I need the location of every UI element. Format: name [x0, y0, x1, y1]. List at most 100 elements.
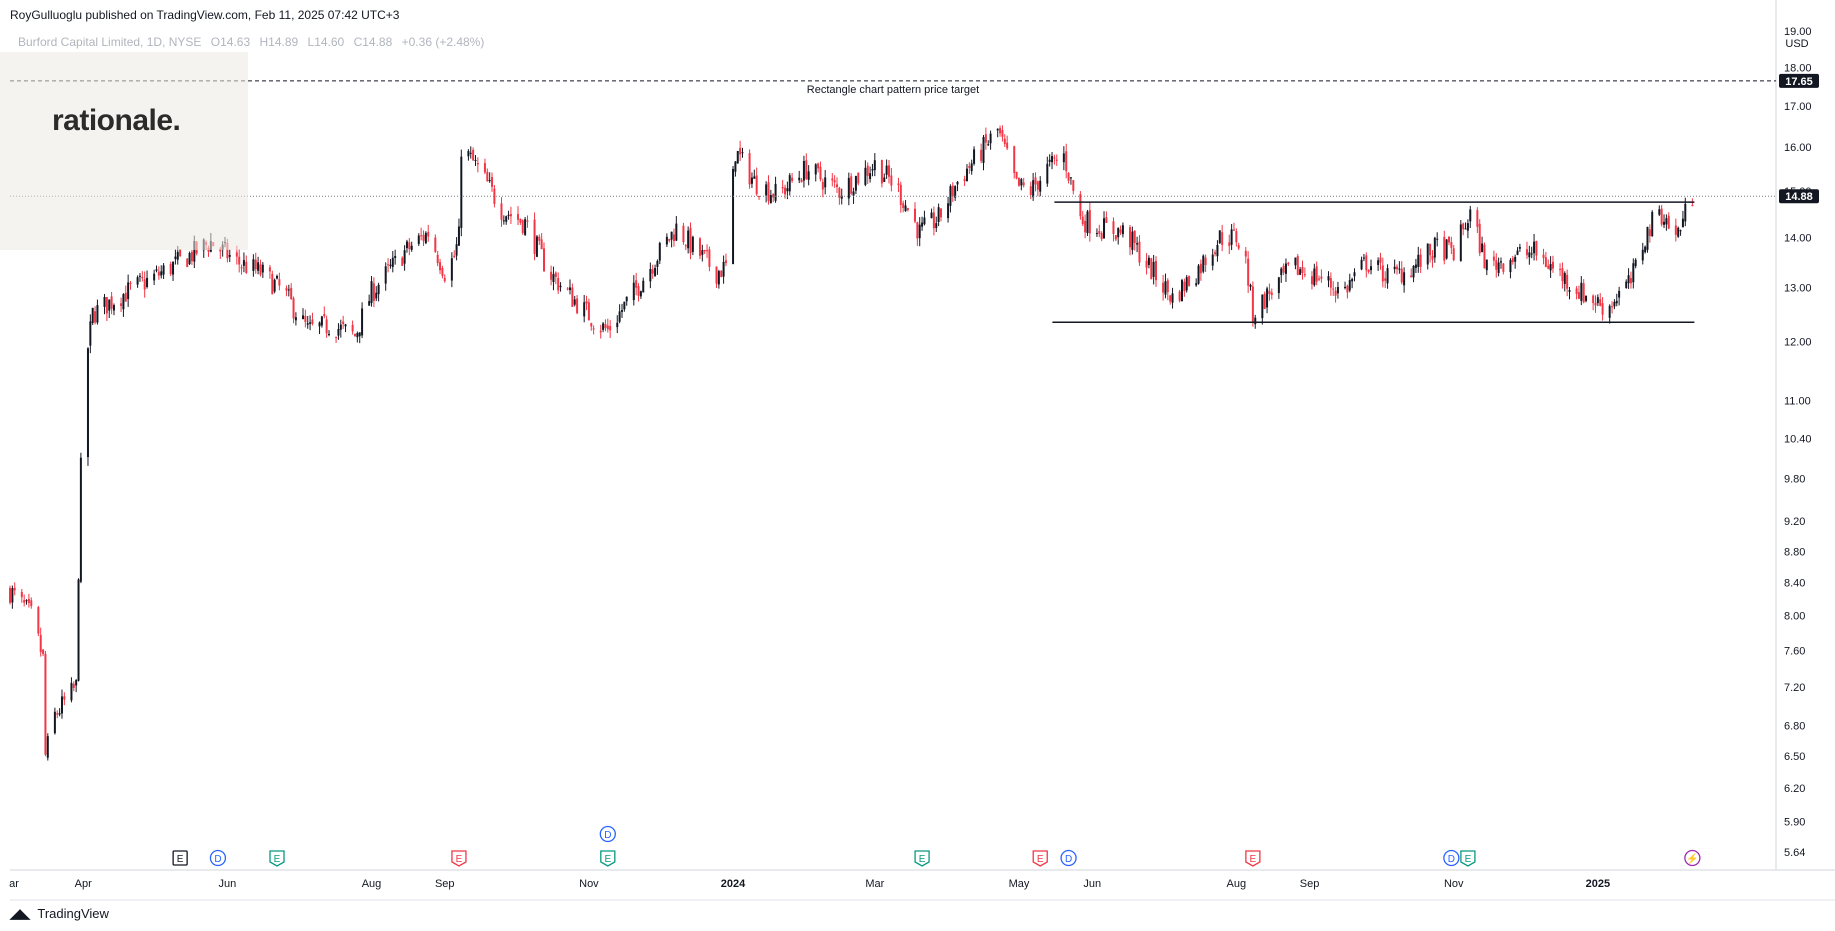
- event-marker[interactable]: D: [209, 849, 227, 867]
- candle-body: [1592, 295, 1595, 304]
- candle-body: [75, 679, 78, 686]
- candle-body: [649, 269, 652, 282]
- x-tick-label: Nov: [579, 878, 599, 890]
- candle-body: [27, 598, 30, 603]
- candle-body: [39, 634, 42, 653]
- event-marker[interactable]: E: [1460, 850, 1476, 867]
- event-marker[interactable]: E: [269, 850, 285, 867]
- candle-body: [1313, 268, 1316, 286]
- candle-body: [20, 591, 23, 598]
- candle-body: [791, 177, 794, 181]
- x-tick-label: Jun: [1083, 878, 1101, 890]
- event-marker[interactable]: E: [451, 850, 467, 867]
- event-pentagon: [269, 850, 285, 867]
- candle-body: [1287, 262, 1290, 265]
- last-price-label: 14.88: [1785, 191, 1813, 203]
- candle-body: [301, 315, 304, 320]
- candle-body: [1396, 266, 1399, 270]
- candle-body: [327, 334, 330, 336]
- candle-body: [802, 161, 805, 181]
- ohlc-open: O14.63: [210, 35, 251, 49]
- tradingview-footer[interactable]: ◢◣ TradingView: [10, 906, 109, 922]
- currency-label: USD: [1785, 38, 1808, 50]
- event-marker[interactable]: ⚡: [1684, 849, 1701, 867]
- candle-body: [1131, 231, 1134, 250]
- candle-body: [767, 182, 770, 201]
- event-letter: E: [1250, 854, 1257, 865]
- event-marker[interactable]: E: [914, 850, 930, 867]
- candle-body: [1452, 248, 1455, 261]
- candle-body: [287, 289, 290, 291]
- candle-body: [1067, 173, 1070, 181]
- candle-body: [1084, 220, 1087, 233]
- candle-body: [852, 191, 855, 196]
- candle-body: [989, 133, 992, 144]
- candle-body: [717, 271, 720, 285]
- candle-body: [1051, 156, 1054, 163]
- event-marker[interactable]: D: [599, 825, 616, 843]
- candle-body: [824, 177, 827, 188]
- candle-body: [703, 249, 706, 252]
- candle-body: [706, 250, 709, 252]
- event-pentagon: [914, 850, 930, 867]
- candle-body: [1268, 290, 1271, 295]
- candle-body: [772, 193, 775, 198]
- candle-body: [840, 195, 843, 199]
- candle-body: [658, 243, 661, 261]
- candle-body: [890, 175, 893, 186]
- candle-body: [1476, 210, 1479, 227]
- event-pentagon: [451, 850, 467, 867]
- y-tick-label: 8.80: [1784, 546, 1805, 558]
- candle-body: [1235, 231, 1238, 243]
- candle-body: [1320, 276, 1323, 279]
- candle-body: [1081, 216, 1084, 225]
- candle-body: [1178, 291, 1181, 301]
- candle-body: [375, 292, 378, 299]
- candle-body: [1062, 153, 1065, 163]
- candle-body: [805, 160, 808, 179]
- ohlc-change: +0.36 (+2.48%): [401, 35, 485, 49]
- y-tick-label: 6.20: [1784, 783, 1805, 795]
- candle-body: [370, 281, 373, 304]
- event-marker[interactable]: D: [1443, 849, 1460, 867]
- candle-body: [276, 275, 279, 279]
- candle-body: [1152, 261, 1155, 277]
- candle-body: [1169, 295, 1172, 302]
- candle-body: [1117, 228, 1120, 238]
- candle-body: [885, 165, 888, 175]
- event-marker[interactable]: E: [172, 850, 188, 866]
- candle-body: [854, 176, 857, 191]
- candle-body: [1426, 243, 1429, 265]
- candle-body: [533, 219, 536, 254]
- symbol-name[interactable]: Burford Capital Limited, 1D, NYSE: [18, 35, 202, 49]
- candle-body: [1499, 261, 1502, 263]
- y-tick-label: 5.64: [1784, 847, 1805, 859]
- candle-body: [521, 220, 524, 233]
- candle-body: [672, 234, 675, 242]
- candle-body: [1114, 235, 1117, 240]
- event-marker[interactable]: E: [600, 850, 616, 867]
- candle-body: [609, 326, 612, 331]
- candle-body: [734, 161, 737, 172]
- event-marker[interactable]: E: [1032, 850, 1048, 867]
- candle-body: [1393, 266, 1396, 270]
- candle-body: [1232, 229, 1235, 231]
- candle-body: [1015, 171, 1018, 179]
- candle-body: [337, 329, 340, 336]
- candle-body: [1615, 300, 1618, 304]
- candle-body: [179, 249, 182, 257]
- event-marker[interactable]: E: [1245, 850, 1261, 867]
- candle-body: [1365, 255, 1368, 271]
- candle-body: [590, 323, 593, 327]
- candle-body: [932, 212, 935, 229]
- candle-body: [1121, 225, 1124, 235]
- candle-body: [160, 271, 163, 276]
- candle-body: [410, 245, 413, 250]
- candle-body: [1608, 305, 1611, 318]
- candle-body: [904, 205, 907, 212]
- candle-body: [422, 235, 425, 241]
- candle-body: [970, 163, 973, 172]
- event-marker[interactable]: D: [1060, 849, 1077, 867]
- candle-body: [1129, 227, 1132, 248]
